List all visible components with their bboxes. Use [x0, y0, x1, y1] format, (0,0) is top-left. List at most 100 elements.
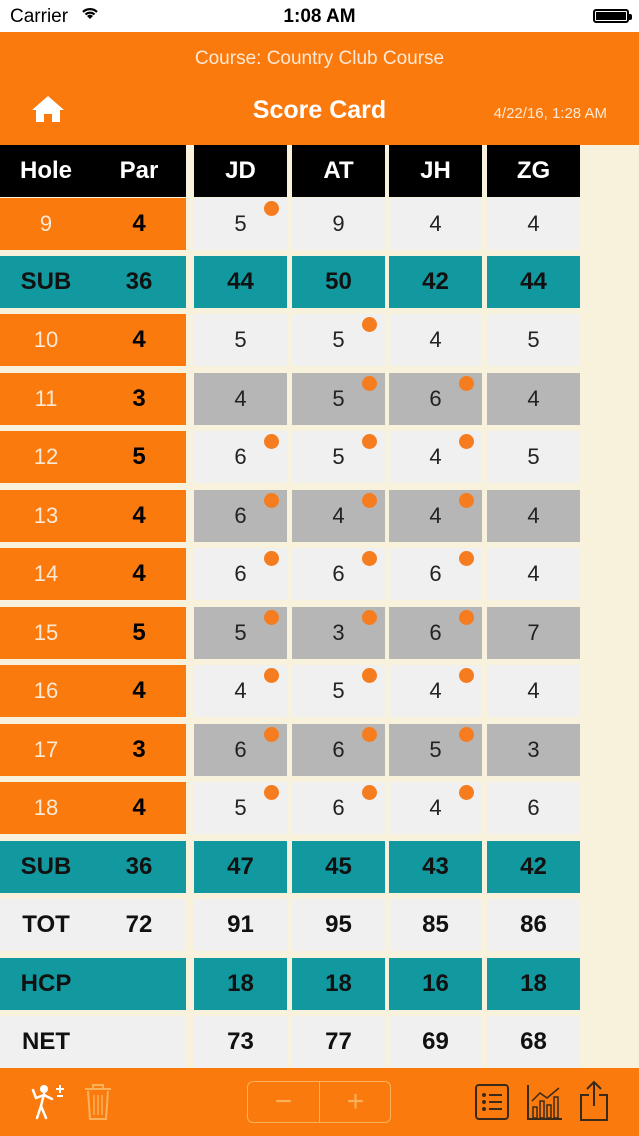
score-value: 4	[332, 503, 345, 528]
home-icon[interactable]	[30, 94, 66, 124]
score-cell[interactable]: 6	[292, 724, 385, 776]
sub-value: 44	[487, 256, 580, 308]
score-cell[interactable]: 4	[487, 665, 580, 717]
score-cell[interactable]: 4	[292, 490, 385, 542]
score-cell[interactable]: 6	[194, 548, 287, 600]
score-cell[interactable]: 6	[194, 431, 287, 483]
score-cell[interactable]: 5	[194, 198, 287, 250]
score-value: 18	[520, 970, 547, 997]
score-cell[interactable]: 4	[487, 373, 580, 425]
score-value: 4	[527, 386, 540, 411]
chart-icon[interactable]	[526, 1083, 564, 1126]
score-cell[interactable]: 5	[292, 431, 385, 483]
hole-row: 18 4 5 6 4 6	[0, 782, 580, 834]
list-icon[interactable]	[474, 1083, 510, 1126]
score-cell[interactable]: 5	[292, 314, 385, 366]
hole-number: 12	[0, 431, 92, 483]
score-cell[interactable]: 5	[487, 431, 580, 483]
score-cell[interactable]: 6	[389, 548, 482, 600]
hole-par: 4	[92, 490, 186, 542]
score-cell[interactable]: 6	[389, 607, 482, 659]
hole-header: Hole	[0, 145, 92, 197]
score-value: 5	[234, 620, 247, 645]
score-cell[interactable]: 4	[194, 665, 287, 717]
score-cell[interactable]: 5	[292, 665, 385, 717]
score-value: 4	[234, 678, 247, 703]
score-cell[interactable]: 3	[487, 724, 580, 776]
hole-number: 13	[0, 490, 92, 542]
score-cell[interactable]: 4	[389, 665, 482, 717]
wifi-icon	[80, 5, 100, 27]
score-value: 6	[234, 737, 247, 762]
score-cell[interactable]: 5	[194, 314, 287, 366]
score-value: 5	[527, 444, 540, 469]
hole-number: 11	[0, 373, 92, 425]
net-value: 69	[389, 1016, 482, 1068]
decrement-button[interactable]: −	[274, 1085, 293, 1118]
stepper-divider	[319, 1082, 320, 1122]
score-cell[interactable]: 5	[292, 373, 385, 425]
score-value: 4	[429, 795, 442, 820]
carrier-label: Carrier	[10, 6, 69, 27]
stroke-dot-icon	[362, 668, 377, 683]
hole-row: 14 4 6 6 6 4	[0, 548, 580, 600]
score-value: 7	[527, 620, 540, 645]
score-cell[interactable]: 4	[389, 198, 482, 250]
score-cell[interactable]: 7	[487, 607, 580, 659]
score-cell[interactable]: 4	[194, 373, 287, 425]
score-cell[interactable]: 6	[389, 373, 482, 425]
score-value: 6	[332, 795, 345, 820]
share-icon[interactable]	[578, 1080, 610, 1127]
score-value: 4	[527, 211, 540, 236]
score-cell[interactable]: 6	[194, 724, 287, 776]
sub-value: 42	[487, 841, 580, 893]
sub-value: 47	[194, 841, 287, 893]
hole-par: 3	[92, 373, 186, 425]
score-cell[interactable]: 6	[487, 782, 580, 834]
score-cell[interactable]: 6	[194, 490, 287, 542]
hole-number: 17	[0, 724, 92, 776]
tot-value: 91	[194, 899, 287, 951]
hcp-row: HCP 18 18 16 18	[0, 958, 580, 1010]
score-cell[interactable]: 4	[389, 431, 482, 483]
hole-par: 4	[92, 782, 186, 834]
score-cell[interactable]: 4	[487, 490, 580, 542]
hole-par: 5	[92, 431, 186, 483]
score-value: 4	[429, 678, 442, 703]
score-cell[interactable]: 9	[292, 198, 385, 250]
score-value: 5	[234, 211, 247, 236]
score-value: 4	[527, 503, 540, 528]
stroke-dot-icon	[264, 668, 279, 683]
score-cell[interactable]: 4	[389, 782, 482, 834]
score-cell[interactable]: 6	[292, 548, 385, 600]
score-cell[interactable]: 5	[389, 724, 482, 776]
score-cell[interactable]: 4	[389, 490, 482, 542]
add-golfer-icon[interactable]	[30, 1082, 70, 1127]
score-cell[interactable]: 5	[194, 607, 287, 659]
sub-row: SUB 36 47 45 43 42	[0, 841, 580, 893]
score-cell[interactable]: 3	[292, 607, 385, 659]
stroke-dot-icon	[264, 493, 279, 508]
net-label: NET	[0, 1016, 92, 1068]
increment-button[interactable]: +	[346, 1085, 365, 1118]
player-header[interactable]: JD	[194, 145, 287, 197]
score-cell[interactable]: 4	[389, 314, 482, 366]
sub-label: SUB	[0, 256, 92, 308]
hcp-value: 18	[487, 958, 580, 1010]
score-cell[interactable]: 4	[487, 198, 580, 250]
player-header[interactable]: ZG	[487, 145, 580, 197]
score-cell[interactable]: 5	[487, 314, 580, 366]
score-cell[interactable]: 4	[487, 548, 580, 600]
trash-icon[interactable]	[82, 1082, 114, 1127]
score-value: 5	[332, 444, 345, 469]
player-header[interactable]: JH	[389, 145, 482, 197]
hole-par: 4	[92, 548, 186, 600]
score-value: 4	[527, 678, 540, 703]
sub-par: 36	[92, 256, 186, 308]
stroke-dot-icon	[264, 785, 279, 800]
player-header[interactable]: AT	[292, 145, 385, 197]
score-cell[interactable]: 6	[292, 782, 385, 834]
score-cell[interactable]: 5	[194, 782, 287, 834]
score-value: 6	[429, 620, 442, 645]
